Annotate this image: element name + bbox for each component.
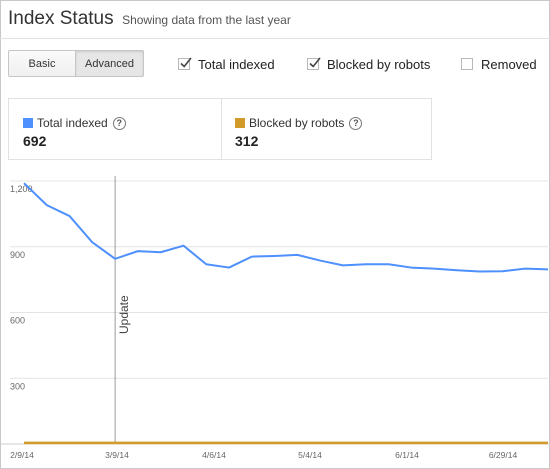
x-tick-label: 5/4/14 bbox=[298, 450, 322, 460]
stat-total-indexed: Total indexed ? 692 bbox=[23, 115, 126, 149]
x-tick-label: 2/9/14 bbox=[10, 450, 34, 460]
stat-label: Blocked by robots bbox=[249, 116, 345, 130]
filter-label: Blocked by robots bbox=[327, 56, 431, 72]
filter-removed[interactable]: Removed bbox=[461, 55, 537, 73]
filter-label: Removed bbox=[481, 56, 537, 72]
stat-label: Total indexed bbox=[37, 116, 108, 130]
page-title: Index Status bbox=[8, 8, 114, 29]
y-tick-label: 600 bbox=[10, 316, 25, 326]
page-header: Index Status Showing data from the last … bbox=[8, 8, 291, 34]
checkbox-unchecked[interactable] bbox=[461, 58, 473, 70]
page-subtitle: Showing data from the last year bbox=[122, 13, 291, 27]
y-tick-label: 1,200 bbox=[10, 184, 33, 194]
stats-summary: Total indexed ? 692 Blocked by robots ? … bbox=[8, 98, 432, 160]
y-tick-label: 300 bbox=[10, 381, 25, 391]
view-toggle: Basic Advanced bbox=[8, 50, 144, 77]
stat-blocked-by-robots: Blocked by robots ? 312 bbox=[235, 115, 363, 149]
question-circle-icon[interactable]: ? bbox=[112, 116, 126, 130]
header-divider bbox=[0, 38, 550, 39]
x-tick-label: 6/29/14 bbox=[489, 450, 518, 460]
stat-value: 312 bbox=[235, 133, 259, 149]
checkbox-checked[interactable] bbox=[178, 57, 192, 70]
checkbox-checked[interactable] bbox=[307, 57, 321, 70]
stat-value: 692 bbox=[23, 133, 47, 149]
stats-divider bbox=[221, 99, 222, 159]
index-status-chart: 1,200 900 600 300 Update 2/9/14 3/9/14 4/6/14 5/… bbox=[0, 176, 550, 460]
question-circle-icon[interactable]: ? bbox=[349, 116, 363, 130]
y-tick-label: 900 bbox=[10, 250, 25, 260]
x-tick-label: 4/6/14 bbox=[202, 450, 226, 460]
filter-label: Total indexed bbox=[198, 56, 275, 72]
filter-total-indexed[interactable]: Total indexed bbox=[178, 55, 275, 73]
x-tick-label: 6/1/14 bbox=[395, 450, 419, 460]
series-line-total-indexed bbox=[23, 182, 549, 273]
legend-swatch-orange bbox=[235, 118, 245, 128]
annotation-label: Update bbox=[117, 295, 131, 334]
legend-swatch-blue bbox=[23, 118, 33, 128]
advanced-view-button[interactable]: Advanced bbox=[76, 50, 144, 77]
x-tick-label: 3/9/14 bbox=[105, 450, 129, 460]
basic-view-button[interactable]: Basic bbox=[8, 50, 76, 77]
filter-blocked-by-robots[interactable]: Blocked by robots bbox=[307, 55, 430, 73]
